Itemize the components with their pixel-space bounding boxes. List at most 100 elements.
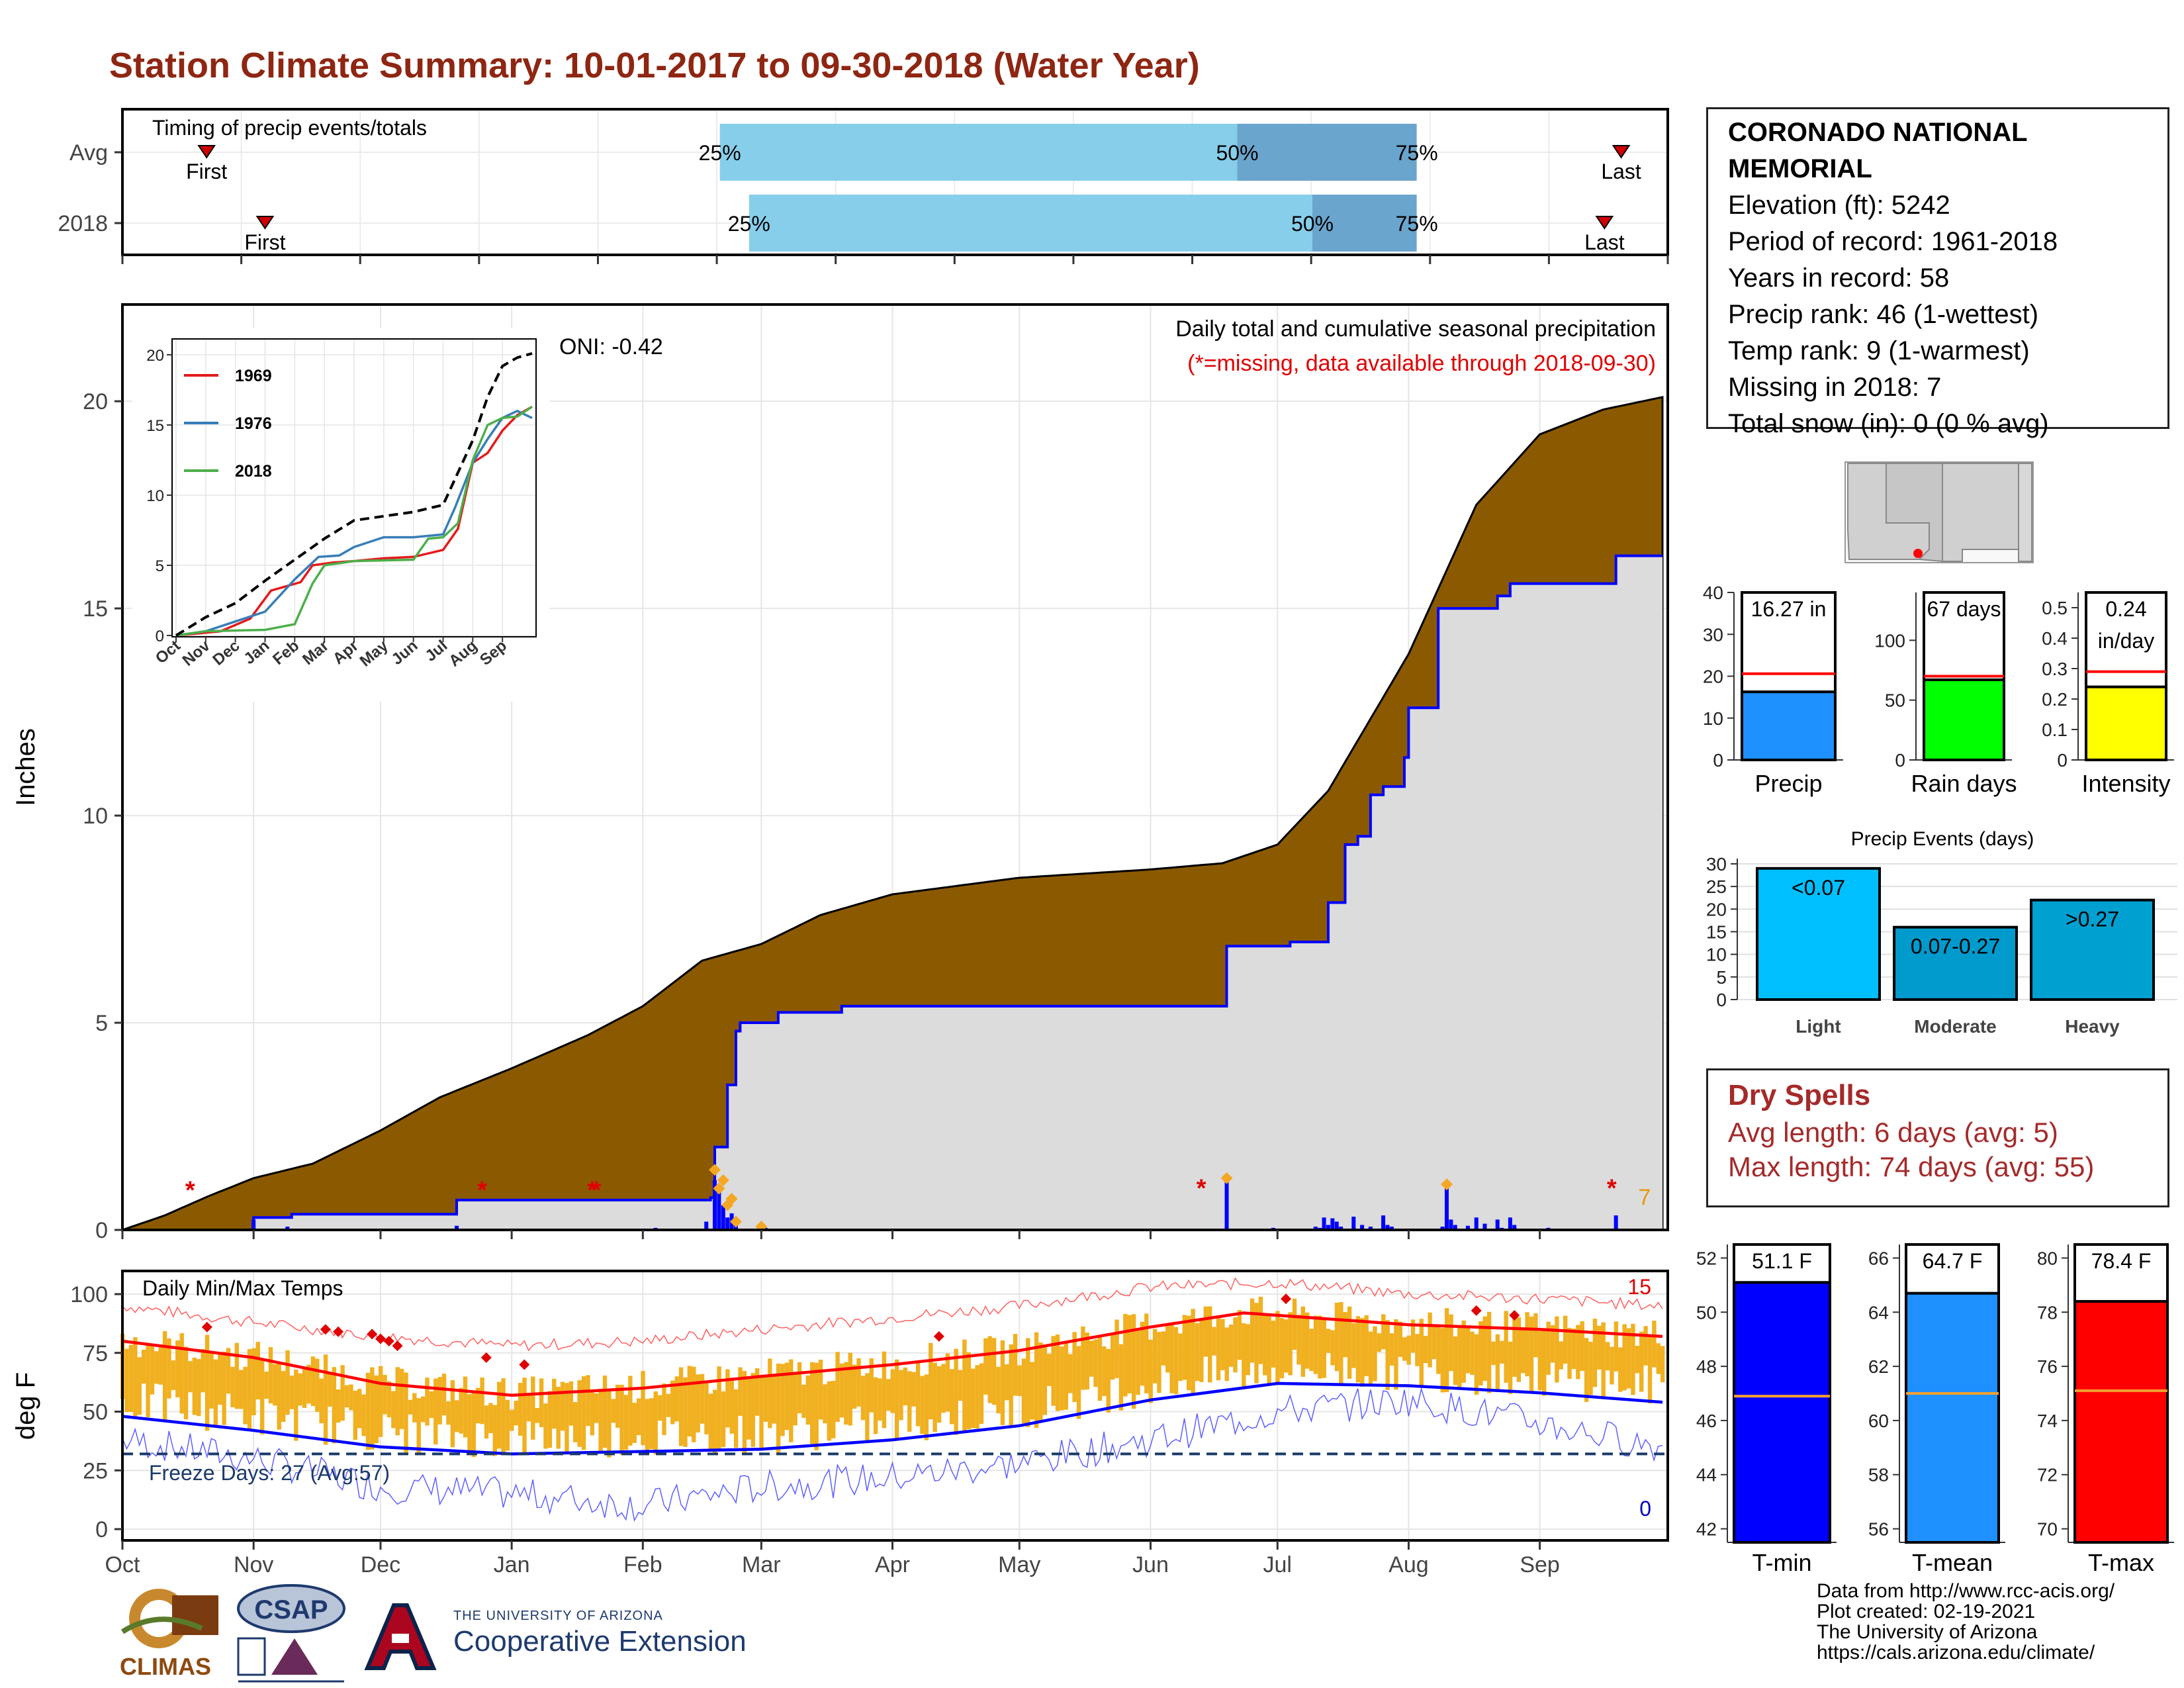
daily-temp-bar [1258, 1296, 1263, 1364]
events-bar-light [1756, 867, 1881, 1002]
daily-temp-bar [1601, 1322, 1606, 1397]
daily-temp-bar [636, 1398, 641, 1436]
temps-y-tick-label: 50 [83, 1400, 108, 1425]
daily-temp-bar [412, 1393, 417, 1423]
timing-first-marker-label: First [186, 160, 227, 183]
daily-temp-bar [598, 1388, 603, 1452]
tsum-y-tick-label: 74 [2037, 1411, 2058, 1431]
tsum-y-tick-label: 72 [2037, 1465, 2058, 1485]
daily-temp-bar [1495, 1334, 1500, 1392]
daily-precip-bar [717, 1188, 721, 1230]
daily-temp-bar [328, 1372, 332, 1407]
daily-temp-bar [936, 1366, 942, 1423]
daily-precip-bar [251, 1219, 256, 1230]
timing-panel: Avg 2018 25% 50% 75% First Last 25% 50% 75% First L… [58, 108, 1669, 264]
daily-temp-bar [404, 1372, 408, 1453]
daily-temp-bar [332, 1367, 337, 1444]
daily-temp-bar [848, 1352, 852, 1426]
daily-temp-bar [1064, 1340, 1069, 1410]
daily-temp-bar [1330, 1330, 1335, 1366]
event-diamond [729, 1215, 742, 1228]
daily-temp-bar [954, 1348, 958, 1435]
daily-temp-bar [966, 1352, 971, 1430]
daily-temp-bar [1051, 1336, 1056, 1406]
daily-temp-bar [137, 1357, 142, 1415]
psum-y-tick-label: 0 [1713, 750, 1723, 771]
daily-temp-bar [1017, 1365, 1022, 1397]
events-bar-label: 0.07-0.27 [1911, 935, 2000, 959]
daily-temp-bar [1368, 1331, 1373, 1385]
tsum-y-tick-label: 44 [1696, 1465, 1717, 1485]
psum-y-tick-label: 50 [1885, 690, 1905, 711]
daily-temp-bar [154, 1351, 159, 1384]
daily-temp-bar [1187, 1315, 1191, 1391]
daily-temp-bar [1115, 1319, 1119, 1378]
daily-temp-bar [886, 1379, 891, 1411]
daily-temp-bar [1424, 1335, 1428, 1364]
tsum-y-tick-label: 62 [1868, 1356, 1889, 1377]
ua-small-text: THE UNIVERSITY OF ARIZONA [453, 1609, 663, 1623]
daily-temp-bar [1005, 1364, 1009, 1401]
map-new-mexico [1942, 463, 2019, 562]
daily-temp-bar [975, 1365, 979, 1429]
daily-temp-bar [1440, 1328, 1445, 1393]
timing-label-25: 25% [699, 141, 741, 165]
daily-temp-bar [1097, 1336, 1103, 1401]
daily-temp-bar [590, 1392, 595, 1436]
events-bar-moderate [1893, 925, 2018, 1001]
location-map [1844, 461, 2034, 563]
daily-temp-bar [1618, 1347, 1623, 1392]
daily-temp-bar [1246, 1324, 1250, 1376]
daily-temp-bar [1508, 1341, 1513, 1395]
record-high-marker [333, 1326, 344, 1337]
daily-temp-bar [1643, 1326, 1648, 1366]
daily-temp-bar [1389, 1333, 1394, 1366]
daily-temp-bar [1123, 1313, 1128, 1397]
daily-temp-bar [1377, 1333, 1382, 1352]
daily-temp-bar [1093, 1339, 1098, 1387]
daily-precip-bar [1322, 1217, 1326, 1230]
daily-temp-bar [810, 1362, 815, 1444]
daily-temp-bar [662, 1383, 666, 1435]
timing-bar-50-75 [1237, 124, 1417, 181]
station-info-box: CORONADO NATIONAL MEMORIAL Elevation (ft… [1706, 107, 2169, 438]
tsum-y-tick-label: 50 [1696, 1302, 1717, 1323]
daily-precip-bar [1385, 1225, 1390, 1230]
daily-temp-bar [192, 1357, 197, 1415]
tsum-y-tick-label: 64 [1868, 1302, 1889, 1323]
daily-temp-bar [1486, 1311, 1492, 1393]
daily-temp-bar [1228, 1325, 1234, 1367]
daily-temp-bar [1571, 1329, 1576, 1370]
daily-temp-bar [1292, 1298, 1297, 1350]
daily-temp-bar [255, 1342, 260, 1400]
daily-temp-bar [1639, 1331, 1644, 1392]
cum-subtitle: (*=missing, data available through 2018-… [1187, 351, 1656, 376]
inset-series-1969 [175, 405, 533, 637]
daily-temp-bar [1339, 1301, 1343, 1384]
daily-temps-panel: Freeze Days: 27 (Avg:57) 15 0 Daily Min/Max… [11, 1270, 1669, 1577]
station-name: CORONADO NATIONAL MEMORIAL [1728, 118, 2027, 183]
daily-temp-bar [209, 1353, 214, 1409]
daily-temp-bar [158, 1344, 163, 1385]
daily-temp-bar [433, 1378, 438, 1445]
csap-logo-text: CSAP [254, 1595, 328, 1624]
inset-y-tick-label: 5 [156, 557, 164, 575]
daily-temp-bar [289, 1375, 295, 1409]
record-high-marker [519, 1359, 530, 1370]
daily-precip-bar [1444, 1184, 1449, 1230]
daily-temp-bar [674, 1376, 679, 1422]
psum-y-tick-label: 30 [1703, 624, 1723, 645]
daily-temp-bar [844, 1362, 848, 1425]
daily-temp-bar [1182, 1315, 1187, 1380]
tsum-y-tick-label: 60 [1868, 1411, 1889, 1431]
psum-y-tick-label: 0.4 [2042, 628, 2068, 649]
dry-spells-box: Dry Spells Avg length: 6 days (avg: 5) M… [1706, 1068, 2169, 1207]
daily-temp-bar [823, 1384, 827, 1424]
daily-temp-bar [1026, 1338, 1030, 1427]
events-title: Precip Events (days) [1851, 828, 2034, 850]
daily-temp-bar [1220, 1319, 1225, 1370]
record-high-marker [480, 1352, 492, 1363]
daily-temp-bar [1173, 1327, 1179, 1395]
daily-temp-bar [480, 1377, 484, 1425]
daily-temp-bar [1406, 1335, 1411, 1365]
